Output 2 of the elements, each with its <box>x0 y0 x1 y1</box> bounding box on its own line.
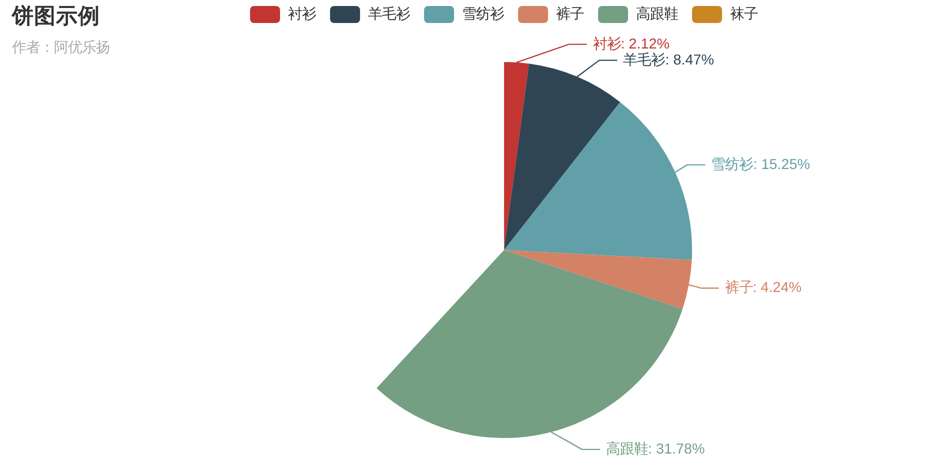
title: 饼图示例 <box>12 3 100 28</box>
subtitle: 作者：阿优乐扬 <box>12 40 110 56</box>
